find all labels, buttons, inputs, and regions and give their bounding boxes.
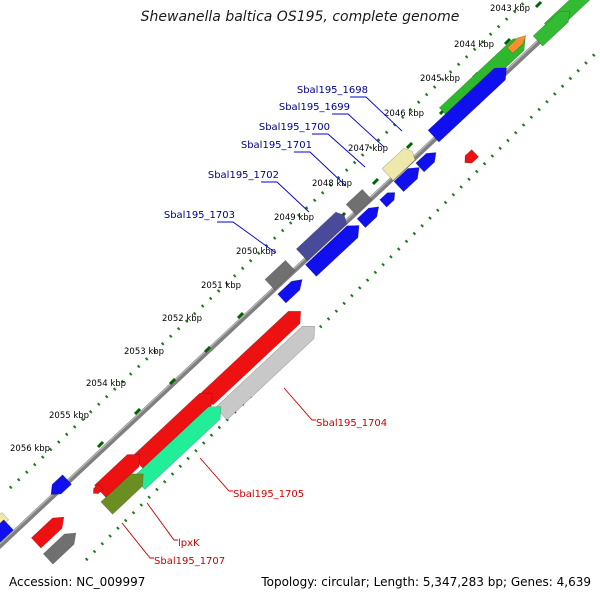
kbp-tick [371, 177, 380, 186]
length-label: Length: [373, 575, 420, 589]
kbp-tick-label: 2049 kbp [274, 213, 314, 223]
gene-arrow [94, 454, 141, 499]
kbp-tick-label: 2045 kbp [420, 74, 460, 84]
gene-arrow [0, 519, 14, 543]
genome-backbone [0, 0, 588, 550]
genes-label: Genes: [510, 575, 553, 589]
gene-label[interactable]: Sbal195_1702 [208, 170, 279, 181]
gene-arrow [50, 474, 72, 495]
gene-arrow [93, 483, 104, 494]
kbp-tick [534, 0, 543, 9]
kbp-tick-label: 2051 kbp [201, 281, 241, 291]
kbp-tick-label: 2055 kbp [49, 411, 89, 421]
gene-arrow [532, 10, 571, 47]
gene-label[interactable]: Sbal195_1704 [316, 418, 387, 429]
kbp-tick [405, 141, 414, 150]
gene-arrow [381, 147, 416, 181]
label-leader [121, 522, 154, 559]
kbp-tick-label: 2044 kbp [454, 40, 494, 50]
label-leader [350, 96, 403, 132]
kbp-tick-label: 2047 kbp [348, 144, 388, 154]
accession-line: Accession: NC_009997 [9, 575, 145, 589]
gene-arrow [215, 325, 316, 421]
kbp-tick [203, 345, 212, 354]
topology-label: Topology: [261, 575, 318, 589]
gene-arrow [506, 35, 527, 54]
kbp-tick-label: 2046 kbp [384, 109, 424, 119]
gene-arrow [356, 206, 380, 229]
kbp-tick [133, 407, 142, 416]
gene-arrow [264, 259, 296, 291]
kbp-tick-label: 2048 kbp [312, 179, 352, 189]
gene-label[interactable]: Sbal195_1698 [297, 85, 368, 96]
gene-arrow [30, 516, 65, 549]
accession-value: NC_009997 [76, 575, 146, 589]
gene-arrow [277, 279, 303, 304]
label-leader [332, 113, 385, 148]
genes-value: 4,639 [556, 575, 591, 589]
genome-stats: Topology: circular; Length: 5,347,283 bp… [261, 575, 591, 589]
kbp-ticks: 2043 kbp 2044 kbp 2045 kbp 2046 kbp 2047 kbp… [10, 0, 543, 454]
kbp-tick-label: 2052 kbp [162, 314, 202, 324]
gene-arrow [42, 532, 77, 565]
kbp-tick-label: 2056 kbp [10, 444, 50, 454]
gene-label[interactable]: Sbal195_1707 [154, 556, 225, 567]
label-leader [283, 387, 316, 421]
label-leader [217, 221, 277, 254]
label-leader [199, 457, 233, 492]
dotted-ring [84, 46, 600, 562]
gene-arrow [379, 192, 396, 208]
topology-value: circular [321, 575, 366, 589]
map-title: Shewanella baltica OS195, complete genom… [140, 9, 460, 25]
kbp-tick [236, 311, 245, 320]
length-value: 5,347,283 bp [422, 575, 503, 589]
gene-arrow [305, 225, 360, 277]
kbp-tick [503, 37, 512, 46]
kbp-tick [168, 377, 177, 386]
gene-arrow [427, 67, 507, 143]
gene-label[interactable]: Sbal195_1699 [279, 102, 350, 113]
label-leaders [121, 96, 403, 559]
kbp-tick-label: 2050 kbp [236, 247, 276, 257]
gene-label[interactable]: Sbal195_1700 [259, 122, 330, 133]
kbp-tick [96, 440, 105, 449]
gene-label[interactable]: Sbal195_1701 [241, 140, 312, 151]
gene-arrow [415, 152, 437, 173]
dotted-ring [8, 0, 530, 490]
gene-labels[interactable]: Sbal195_1698 Sbal195_1699 Sbal195_1700 Sbal… [154, 85, 387, 567]
gene-label[interactable]: Sbal195_1703 [164, 210, 235, 221]
label-leader [146, 502, 178, 541]
label-leader [312, 133, 366, 168]
gene-features[interactable] [0, 0, 593, 565]
gene-arrow [131, 392, 213, 470]
dotted-rings [8, 0, 600, 562]
gene-arrow [345, 188, 373, 216]
gene-arrow [100, 473, 144, 515]
accession-label: Accession: [9, 575, 73, 589]
gene-label[interactable]: Sbal195_1705 [233, 489, 304, 500]
gene-arrow [132, 406, 222, 490]
gene-label[interactable]: lpxK [178, 538, 200, 549]
gene-arrow [393, 167, 420, 193]
gene-arrow [464, 149, 479, 164]
label-leader [294, 151, 347, 187]
kbp-tick-label: 2054 kbp [86, 379, 126, 389]
kbp-tick-label: 2053 kbp [124, 347, 164, 357]
label-leader [261, 181, 310, 213]
kbp-tick-label: 2043 kbp [490, 4, 530, 14]
gene-arrow [295, 211, 348, 262]
